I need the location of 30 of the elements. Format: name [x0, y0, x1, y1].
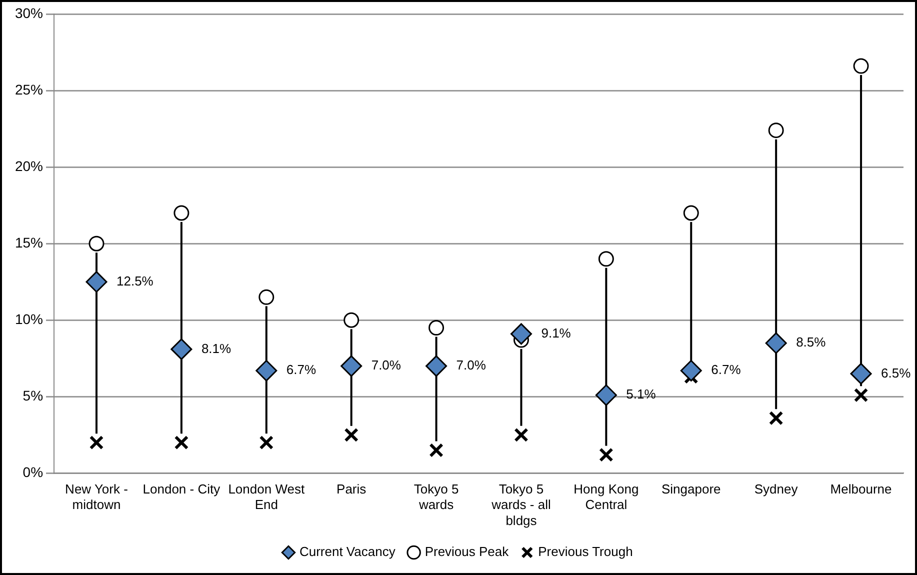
y-tick-label: 20%	[14, 158, 44, 174]
y-tick-label: 10%	[14, 310, 44, 327]
legend-label: Current Vacancy	[299, 544, 396, 560]
y-tick-label: 15%	[14, 234, 44, 250]
x-tick-label: London West End	[228, 482, 305, 512]
data-label: 5.1%	[626, 386, 656, 402]
x-tick-label: Tokyo 5 wards	[414, 482, 459, 512]
x-tick-label: Hong Kong Central	[574, 482, 639, 512]
data-label: 8.1%	[201, 340, 232, 356]
data-label: 8.5%	[796, 334, 826, 350]
data-label: 7.0%	[371, 358, 402, 373]
y-tick-label: 25%	[14, 81, 44, 98]
y-tick-label: 5%	[22, 388, 44, 404]
x-tick-label: London - City	[142, 482, 221, 497]
legend-label: Previous Trough	[538, 544, 633, 560]
data-label: 6.7%	[711, 362, 742, 378]
x-tick-label: New York - midtown	[65, 482, 128, 512]
data-label: 12.5%	[116, 273, 154, 288]
data-label: 7.0%	[456, 358, 486, 373]
y-tick-label: 30%	[14, 4, 44, 21]
data-label: 6.7%	[286, 362, 316, 378]
x-tick-label: Sydney	[754, 482, 798, 497]
x-tick-label: Melbourne	[830, 482, 892, 497]
x-tick-label: Paris	[336, 482, 367, 497]
legend-label: Previous Peak	[424, 544, 510, 560]
y-tick-label: 0%	[22, 464, 44, 480]
x-tick-label: Singapore	[661, 482, 721, 497]
data-label: 9.1%	[541, 325, 572, 340]
data-label: 6.5%	[881, 365, 912, 380]
x-tick-label: Tokyo 5 wards - all bldgs	[490, 482, 551, 528]
